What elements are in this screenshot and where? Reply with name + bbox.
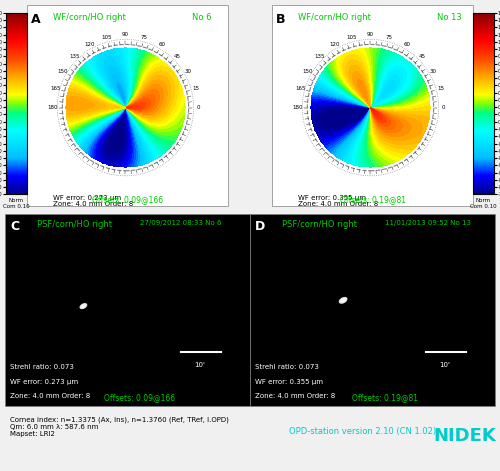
Text: NIDEK: NIDEK	[434, 427, 496, 445]
Text: Offsets: 0.09@166: Offsets: 0.09@166	[92, 195, 163, 204]
Text: Norm
Com 0.10: Norm Com 0.10	[470, 198, 497, 209]
Text: WF error: 0.273 μm: WF error: 0.273 μm	[10, 379, 78, 385]
Text: Zone: 4.0 mm Order: 8: Zone: 4.0 mm Order: 8	[298, 202, 378, 207]
Ellipse shape	[82, 305, 84, 307]
Text: Zone: 4.0 mm Order: 8: Zone: 4.0 mm Order: 8	[255, 392, 335, 398]
Text: Offsets: 0.09@166: Offsets: 0.09@166	[104, 393, 176, 402]
Text: B: B	[276, 13, 285, 26]
Text: 27/09/2012 08:33 No 6: 27/09/2012 08:33 No 6	[140, 219, 221, 226]
Text: D: D	[255, 219, 265, 233]
Ellipse shape	[83, 306, 84, 307]
Text: PSF/corn/HO right: PSF/corn/HO right	[282, 219, 357, 228]
Text: Zone: 4.0 mm Order: 8: Zone: 4.0 mm Order: 8	[10, 392, 90, 398]
Text: PSF/corn/HO right: PSF/corn/HO right	[37, 219, 112, 228]
Text: 10': 10'	[440, 362, 450, 368]
Ellipse shape	[340, 298, 346, 302]
Text: WF/corn/HO right: WF/corn/HO right	[298, 13, 370, 22]
Ellipse shape	[342, 300, 344, 301]
Text: WF error: 0.273 μm: WF error: 0.273 μm	[53, 195, 121, 201]
Text: 10': 10'	[194, 362, 205, 368]
Ellipse shape	[342, 299, 344, 301]
Text: Offsets: 0.19@81: Offsets: 0.19@81	[352, 393, 418, 402]
Ellipse shape	[81, 304, 86, 308]
Text: C: C	[10, 219, 19, 233]
Text: Strehl ratio: 0.073: Strehl ratio: 0.073	[10, 364, 74, 370]
Text: Strehl ratio: 0.073: Strehl ratio: 0.073	[255, 364, 319, 370]
FancyBboxPatch shape	[272, 5, 473, 206]
Text: OPD-station version 2.10 (CN 1.02): OPD-station version 2.10 (CN 1.02)	[289, 427, 436, 436]
Text: A: A	[30, 13, 40, 26]
Text: Norm
Com 0.10: Norm Com 0.10	[3, 198, 30, 209]
Text: No 13: No 13	[437, 13, 462, 22]
Text: Zone: 4.0 mm Order: 8: Zone: 4.0 mm Order: 8	[53, 202, 133, 207]
FancyBboxPatch shape	[26, 5, 228, 206]
Text: WF/corn/HO right: WF/corn/HO right	[53, 13, 126, 22]
Text: Cornea index: n=1.3375 (Ax, Ins), n=1.3760 (Ref, TRef, I.OPD)
Qm: 6.0 mm λ: 587.: Cornea index: n=1.3375 (Ax, Ins), n=1.37…	[10, 416, 229, 437]
Ellipse shape	[80, 303, 88, 309]
Text: WF error: 0.355 μm: WF error: 0.355 μm	[255, 379, 323, 385]
Text: 11/01/2013 09:52 No 13: 11/01/2013 09:52 No 13	[385, 219, 471, 226]
FancyBboxPatch shape	[5, 214, 250, 406]
FancyBboxPatch shape	[250, 214, 495, 406]
Text: No 6: No 6	[192, 13, 212, 22]
Text: Offsets: 0.19@81: Offsets: 0.19@81	[340, 195, 406, 204]
Ellipse shape	[338, 297, 347, 304]
Text: WF error: 0.355 μm: WF error: 0.355 μm	[298, 195, 366, 201]
